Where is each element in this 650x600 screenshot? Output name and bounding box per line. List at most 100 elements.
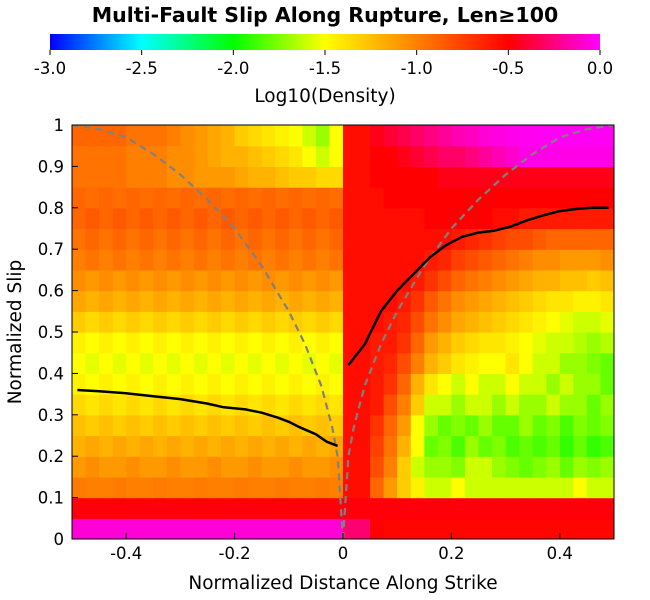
- heatmap-cell: [492, 435, 507, 457]
- heatmap-cell: [234, 518, 249, 539]
- heatmap-cell: [532, 476, 547, 499]
- heatmap-cell: [478, 290, 493, 312]
- heatmap-cell: [275, 435, 290, 457]
- heatmap-cell: [492, 373, 507, 395]
- x-axis-label: Normalized Distance Along Strike: [188, 573, 497, 594]
- heatmap-cell: [221, 269, 236, 292]
- heatmap-cell: [586, 187, 602, 209]
- heatmap-cell: [546, 166, 561, 188]
- heatmap-cell: [112, 352, 127, 374]
- heatmap-cell: [275, 476, 290, 499]
- heatmap-cell: [315, 290, 331, 312]
- heatmap-cell: [464, 435, 480, 457]
- heatmap-cell: [99, 228, 114, 250]
- heatmap-cell: [302, 476, 317, 499]
- heatmap-cell: [234, 207, 249, 230]
- heatmap-cell: [207, 166, 222, 188]
- y-tick-label: 0.9: [38, 157, 64, 176]
- heatmap-cell: [546, 125, 561, 147]
- heatmap-cell: [193, 187, 209, 209]
- heatmap-cell: [302, 456, 317, 478]
- heatmap-cell: [261, 352, 276, 374]
- heatmap-cell: [180, 435, 195, 457]
- heatmap-cell: [519, 269, 534, 292]
- heatmap-cell: [126, 187, 141, 209]
- heatmap-cell: [166, 228, 181, 250]
- heatmap-cell: [356, 456, 371, 478]
- y-tick-label: 0: [54, 530, 65, 549]
- heatmap-cell: [126, 518, 141, 539]
- heatmap-cell: [85, 145, 100, 167]
- heatmap-cell: [193, 166, 209, 188]
- heatmap-cell: [559, 414, 574, 437]
- heatmap-cell: [505, 518, 520, 539]
- heatmap-cell: [85, 373, 100, 395]
- heatmap-cell: [166, 373, 181, 395]
- heatmap-cell: [492, 518, 507, 539]
- colorbar-tick-label: -2.0: [217, 59, 249, 78]
- heatmap-cell: [519, 373, 534, 395]
- heatmap-cell: [600, 518, 614, 539]
- heatmap-cell: [180, 332, 195, 354]
- heatmap-cell: [112, 187, 127, 209]
- heatmap-cell: [505, 476, 520, 499]
- heatmap-cell: [329, 456, 344, 478]
- heatmap-cell: [261, 207, 276, 230]
- heatmap-cell: [410, 456, 425, 478]
- heatmap-cell: [207, 269, 222, 292]
- heatmap-cell: [586, 435, 602, 457]
- heatmap-cell: [573, 290, 588, 312]
- heatmap-cell: [383, 269, 398, 292]
- heatmap-cell: [72, 125, 87, 147]
- heatmap-cell: [193, 518, 209, 539]
- heatmap-cell: [261, 518, 276, 539]
- heatmap-cell: [478, 435, 493, 457]
- heatmap-cell: [343, 125, 358, 147]
- heatmap-cell: [410, 414, 425, 437]
- heatmap-cell: [153, 269, 168, 292]
- heatmap-cell: [424, 207, 439, 230]
- heatmap-cell: [153, 311, 168, 333]
- heatmap-cell: [532, 332, 547, 354]
- heatmap-cell: [397, 476, 412, 499]
- heatmap-cell: [505, 414, 520, 437]
- heatmap-cell: [410, 373, 425, 395]
- heatmap-cell: [492, 332, 507, 354]
- heatmap-cell: [302, 497, 317, 519]
- heatmap-cell: [532, 249, 547, 271]
- heatmap-cell: [221, 290, 236, 312]
- heatmap-cell: [573, 249, 588, 271]
- heatmap-cell: [397, 394, 412, 416]
- heatmap-cell: [519, 332, 534, 354]
- heatmap-cell: [207, 352, 222, 374]
- heatmap-cell: [410, 166, 425, 188]
- heatmap-cell: [72, 145, 87, 167]
- heatmap-cell: [410, 207, 425, 230]
- heatmap-cell: [573, 414, 588, 437]
- heatmap-cell: [85, 269, 100, 292]
- heatmap-cell: [410, 435, 425, 457]
- heatmap-cell: [302, 311, 317, 333]
- y-tick-label: 0.3: [38, 406, 64, 425]
- heatmap-cell: [193, 228, 209, 250]
- heatmap-cell: [315, 497, 331, 519]
- heatmap-cell: [207, 145, 222, 167]
- heatmap-cell: [410, 269, 425, 292]
- heatmap-cell: [546, 476, 561, 499]
- heatmap-cell: [166, 125, 181, 147]
- heatmap-cell: [329, 414, 344, 437]
- heatmap-cell: [505, 290, 520, 312]
- heatmap-cell: [505, 373, 520, 395]
- heatmap-cell: [99, 352, 114, 374]
- heatmap-cell: [492, 311, 507, 333]
- heatmap-cell: [329, 476, 344, 499]
- heatmap-cell: [139, 518, 154, 539]
- heatmap-cell: [370, 394, 385, 416]
- heatmap-cell: [126, 290, 141, 312]
- heatmap-cell: [478, 125, 493, 147]
- heatmap-cell: [383, 352, 398, 374]
- heatmap-cell: [221, 352, 236, 374]
- heatmap-cell: [519, 125, 534, 147]
- heatmap-cell: [139, 497, 154, 519]
- heatmap-cell: [573, 352, 588, 374]
